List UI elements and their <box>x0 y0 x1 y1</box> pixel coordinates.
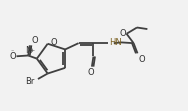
Text: O: O <box>10 52 16 61</box>
Text: HN: HN <box>109 38 122 47</box>
Text: O: O <box>87 68 94 77</box>
Text: Br: Br <box>25 77 34 86</box>
Text: O: O <box>50 38 57 48</box>
Text: ⁻: ⁻ <box>10 50 14 55</box>
Text: N: N <box>25 46 31 55</box>
Text: O: O <box>138 55 145 64</box>
Text: O: O <box>31 36 38 45</box>
Text: O: O <box>119 29 126 38</box>
Text: +: + <box>30 48 35 53</box>
